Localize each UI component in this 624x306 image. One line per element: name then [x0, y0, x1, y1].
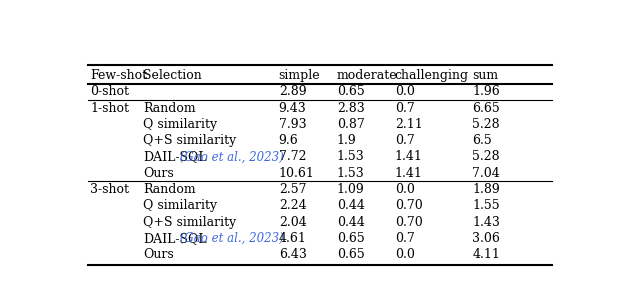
Text: 3-shot: 3-shot — [90, 183, 129, 196]
Text: 4.61: 4.61 — [279, 232, 306, 245]
Text: 5.28: 5.28 — [472, 151, 500, 163]
Text: challenging: challenging — [395, 69, 469, 82]
Text: 9.43: 9.43 — [279, 102, 306, 114]
Text: 5.28: 5.28 — [472, 118, 500, 131]
Text: 2.04: 2.04 — [279, 216, 306, 229]
Text: 1.96: 1.96 — [472, 85, 500, 98]
Text: Selection: Selection — [144, 69, 202, 82]
Text: 1.89: 1.89 — [472, 183, 500, 196]
Text: 0.65: 0.65 — [337, 85, 364, 98]
Text: DAIL-SQL: DAIL-SQL — [144, 151, 207, 163]
Text: 4.11: 4.11 — [472, 248, 500, 261]
Text: 0.87: 0.87 — [337, 118, 364, 131]
Text: Q+S similarity: Q+S similarity — [144, 134, 236, 147]
Text: 7.72: 7.72 — [279, 151, 306, 163]
Text: 6.43: 6.43 — [279, 248, 306, 261]
Text: 0.0: 0.0 — [395, 183, 414, 196]
Text: 1.53: 1.53 — [337, 151, 364, 163]
Text: 0.7: 0.7 — [395, 102, 414, 114]
Text: 0.70: 0.70 — [395, 200, 422, 212]
Text: 2.57: 2.57 — [279, 183, 306, 196]
Text: Few-shot: Few-shot — [90, 69, 147, 82]
Text: 0.65: 0.65 — [337, 248, 364, 261]
Text: Ours: Ours — [144, 167, 174, 180]
Text: (Gao et al., 2023): (Gao et al., 2023) — [176, 151, 284, 163]
Text: Ours: Ours — [144, 248, 174, 261]
Text: Random: Random — [144, 102, 196, 114]
Text: 1.43: 1.43 — [472, 216, 500, 229]
Text: 0.7: 0.7 — [395, 134, 414, 147]
Text: 1-shot: 1-shot — [90, 102, 129, 114]
Text: 0.70: 0.70 — [395, 216, 422, 229]
Text: DAIL-SQL: DAIL-SQL — [144, 232, 207, 245]
Text: 7.04: 7.04 — [472, 167, 500, 180]
Text: 2.83: 2.83 — [337, 102, 364, 114]
Text: 0.44: 0.44 — [337, 200, 364, 212]
Text: 1.41: 1.41 — [395, 167, 422, 180]
Text: 1.53: 1.53 — [337, 167, 364, 180]
Text: 0-shot: 0-shot — [90, 85, 129, 98]
Text: 1.55: 1.55 — [472, 200, 500, 212]
Text: 10.61: 10.61 — [279, 167, 314, 180]
Text: 2.24: 2.24 — [279, 200, 306, 212]
Text: Q+S similarity: Q+S similarity — [144, 216, 236, 229]
Text: Q similarity: Q similarity — [144, 118, 217, 131]
Text: 0.0: 0.0 — [395, 248, 414, 261]
Text: 3.06: 3.06 — [472, 232, 500, 245]
Text: Random: Random — [144, 183, 196, 196]
Text: 6.65: 6.65 — [472, 102, 500, 114]
Text: simple: simple — [279, 69, 320, 82]
Text: 2.89: 2.89 — [279, 85, 306, 98]
Text: 1.09: 1.09 — [337, 183, 364, 196]
Text: 0.44: 0.44 — [337, 216, 364, 229]
Text: 7.93: 7.93 — [279, 118, 306, 131]
Text: sum: sum — [472, 69, 498, 82]
Text: 0.65: 0.65 — [337, 232, 364, 245]
Text: Q similarity: Q similarity — [144, 200, 217, 212]
Text: 2.11: 2.11 — [395, 118, 422, 131]
Text: 1.9: 1.9 — [337, 134, 356, 147]
Text: 1.41: 1.41 — [395, 151, 422, 163]
Text: 0.7: 0.7 — [395, 232, 414, 245]
Text: 6.5: 6.5 — [472, 134, 492, 147]
Text: 9.6: 9.6 — [279, 134, 298, 147]
Text: 0.0: 0.0 — [395, 85, 414, 98]
Text: (Gao et al., 2023): (Gao et al., 2023) — [176, 232, 284, 245]
Text: moderate: moderate — [337, 69, 397, 82]
